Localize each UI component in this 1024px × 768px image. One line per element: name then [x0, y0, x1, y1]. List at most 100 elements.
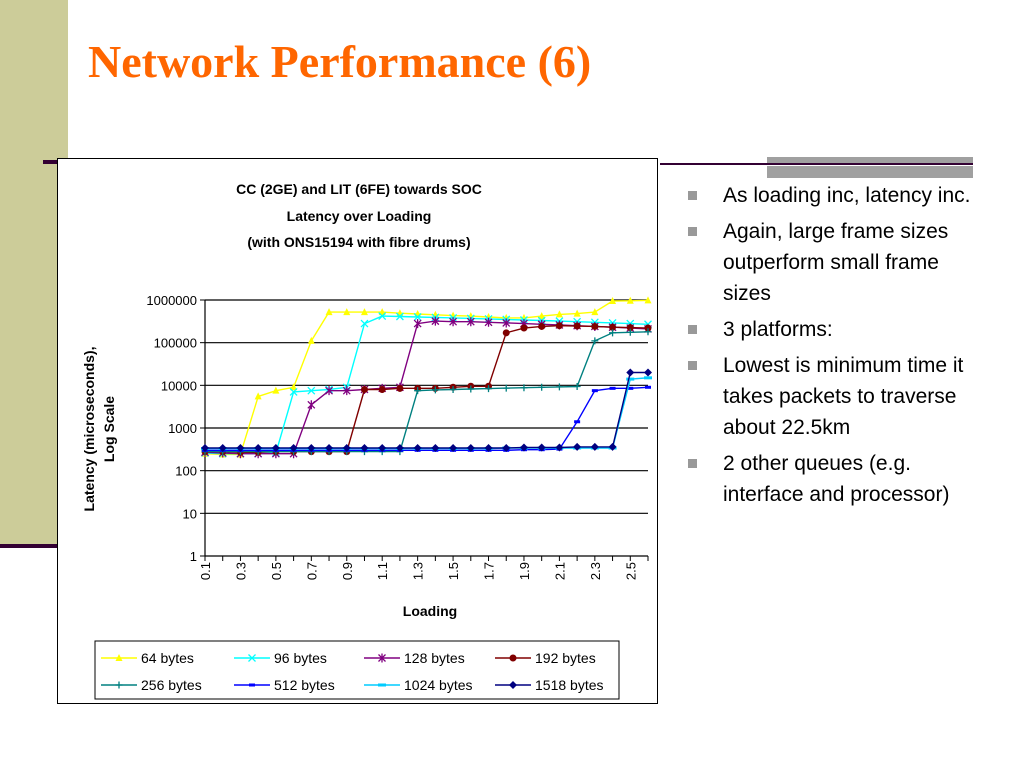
slide-title: Network Performance (6) — [88, 36, 592, 87]
triangle-marker — [644, 296, 652, 304]
bullet-item: 2 other queues (e.g. interface and proce… — [688, 448, 988, 510]
x-tick-label: 0.9 — [340, 562, 355, 580]
triangle-marker — [307, 336, 315, 344]
legend-item: 1518 bytes — [495, 677, 604, 693]
series-group — [201, 296, 652, 458]
plus-marker — [591, 337, 599, 345]
plus-marker — [626, 328, 634, 336]
circle-marker — [360, 385, 368, 393]
bullet-item: 3 platforms: — [688, 314, 988, 345]
bullet-text: Lowest is minimum time it takes packets … — [723, 354, 964, 439]
x-marker — [248, 654, 256, 662]
diamond-marker — [626, 368, 635, 377]
legend-item: 256 bytes — [101, 677, 202, 693]
left-decor-band — [0, 0, 68, 546]
chart-frame: CC (2GE) and LIT (6FE) towards SOC Laten… — [57, 158, 658, 704]
circle-marker — [609, 323, 617, 331]
diamond-marker — [431, 443, 440, 452]
diamond-marker — [378, 443, 387, 452]
diamond-marker — [289, 443, 298, 452]
x-tick-label: 0.5 — [269, 562, 284, 580]
legend-item: 64 bytes — [101, 650, 194, 666]
y-tick-label: 10000 — [161, 378, 197, 393]
circle-marker — [644, 324, 652, 332]
triangle-marker — [115, 654, 123, 661]
x-tick-label: 1.9 — [517, 562, 532, 580]
y-tick-label: 1000 — [168, 421, 197, 436]
dash-marker — [645, 385, 651, 389]
triangle-marker — [609, 296, 617, 304]
circle-marker — [378, 385, 386, 393]
plus-marker — [115, 681, 123, 689]
circle-marker — [573, 322, 581, 330]
plus-marker — [467, 385, 475, 393]
series-group — [201, 376, 652, 451]
square-bullet-icon — [688, 361, 697, 370]
plus-marker — [644, 328, 652, 336]
series-line — [204, 299, 649, 456]
bottom-divider-line — [0, 544, 57, 548]
bullet-list: As loading inc, latency inc. Again, larg… — [688, 180, 988, 515]
diamond-marker — [502, 443, 511, 452]
plus-marker — [502, 384, 510, 392]
diamond-marker — [360, 443, 369, 452]
diamond-marker — [644, 368, 652, 377]
triangle-marker — [343, 308, 351, 316]
star-marker — [431, 316, 440, 326]
triangle-marker — [626, 296, 634, 304]
legend-label: 192 bytes — [535, 650, 596, 666]
diamond-marker — [254, 443, 263, 452]
x-marker — [307, 386, 316, 395]
diamond-marker — [590, 442, 599, 451]
x-tick-label: 1.5 — [446, 562, 461, 580]
grid-lines — [205, 299, 648, 514]
series-group — [201, 368, 652, 452]
x-tick-label: 0.1 — [198, 562, 213, 580]
diamond-marker — [555, 443, 564, 452]
diamond-marker — [201, 443, 209, 452]
diamond-marker — [395, 443, 404, 452]
plus-marker — [538, 383, 546, 391]
diamond-marker — [484, 443, 493, 452]
legend-label: 64 bytes — [141, 650, 194, 666]
y-tick-label: 1 — [190, 549, 197, 564]
x-tick-label: 1.3 — [411, 562, 426, 580]
x-marker — [378, 312, 387, 321]
dash-marker — [591, 389, 598, 393]
bar-marker — [626, 377, 635, 381]
bullet-text: As loading inc, latency inc. — [723, 184, 971, 207]
triangle-marker — [555, 310, 563, 318]
bullet-item: Lowest is minimum time it takes packets … — [688, 350, 988, 443]
triangle-marker — [591, 308, 599, 316]
diamond-marker — [608, 442, 617, 451]
series-line — [204, 320, 649, 455]
circle-marker — [626, 324, 634, 332]
triangle-marker — [325, 308, 333, 316]
plus-marker — [555, 383, 563, 391]
series-line — [205, 371, 648, 449]
diamond-marker — [236, 443, 245, 452]
triangle-marker — [254, 392, 262, 400]
dash-marker — [609, 386, 616, 390]
right-decor-bar — [767, 157, 973, 163]
diamond-marker — [537, 443, 546, 452]
diamond-marker — [519, 443, 528, 452]
diamond-marker — [449, 443, 458, 452]
x-tick-label: 0.3 — [233, 562, 248, 580]
dash-marker — [627, 386, 634, 390]
triangle-marker — [378, 308, 386, 316]
circle-marker — [538, 322, 546, 330]
chart-subtitle: Latency over Loading — [287, 208, 432, 224]
star-marker — [484, 317, 493, 327]
legend-label: 1024 bytes — [404, 677, 473, 693]
series-group — [202, 385, 651, 452]
x-axis-title: Loading — [403, 603, 457, 619]
bullet-text: 2 other queues (e.g. interface and proce… — [723, 452, 950, 506]
circle-marker — [520, 324, 528, 332]
dash-marker — [249, 683, 255, 687]
star-marker — [325, 386, 333, 396]
bar-marker — [378, 683, 386, 687]
diamond-marker — [342, 443, 351, 452]
axes: 1 10 100 1000 10000 100000 1000000 0.1 0.3 0.5 0.7… — [146, 293, 649, 580]
y-tick-label: 100 — [175, 464, 197, 479]
